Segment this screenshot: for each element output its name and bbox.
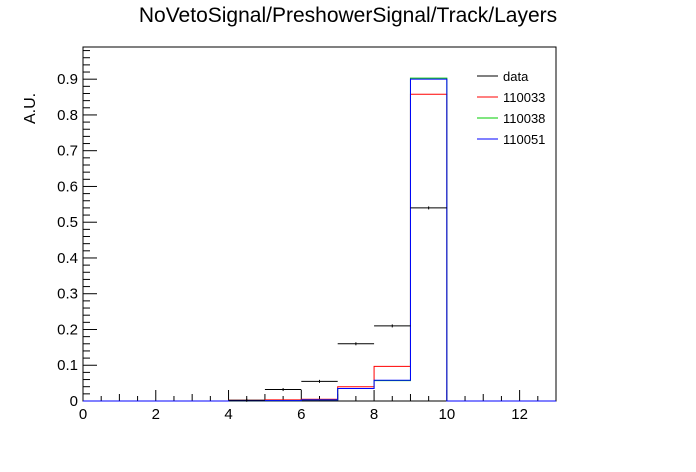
chart-title: NoVetoSignal/PreshowerSignal/Track/Layer… — [138, 4, 558, 27]
y-tick-label: 0.6 — [57, 178, 78, 195]
y-tick-label: 0.7 — [57, 143, 78, 160]
y-tick-label: 0.5 — [57, 214, 78, 231]
series-line-110038 — [83, 77, 556, 402]
x-tick-label: 10 — [439, 406, 456, 423]
legend-label-data: data — [503, 69, 529, 84]
series-line-110033 — [83, 93, 556, 402]
legend-label-110033: 110033 — [503, 90, 545, 105]
y-tick-label: 0.4 — [57, 250, 78, 267]
y-tick-label: 0.9 — [57, 71, 78, 88]
x-tick-label: 12 — [511, 406, 528, 423]
y-tick-label: 0.2 — [57, 321, 78, 338]
y-tick-label: 0.3 — [57, 286, 78, 303]
y-tick-label: 0 — [70, 393, 78, 410]
x-tick-label: 4 — [224, 406, 232, 423]
legend-label-110051: 110051 — [503, 132, 545, 147]
legend-label-110038: 110038 — [503, 111, 545, 126]
x-tick-label: 6 — [297, 406, 305, 423]
series-line-110051 — [83, 78, 556, 402]
y-tick-label: 0.1 — [57, 357, 78, 374]
x-tick-label: 0 — [79, 406, 87, 423]
plot-frame — [82, 46, 557, 402]
y-tick-label: 0.8 — [57, 107, 78, 124]
x-tick-label: 8 — [370, 406, 378, 423]
x-tick-label: 2 — [152, 406, 160, 423]
